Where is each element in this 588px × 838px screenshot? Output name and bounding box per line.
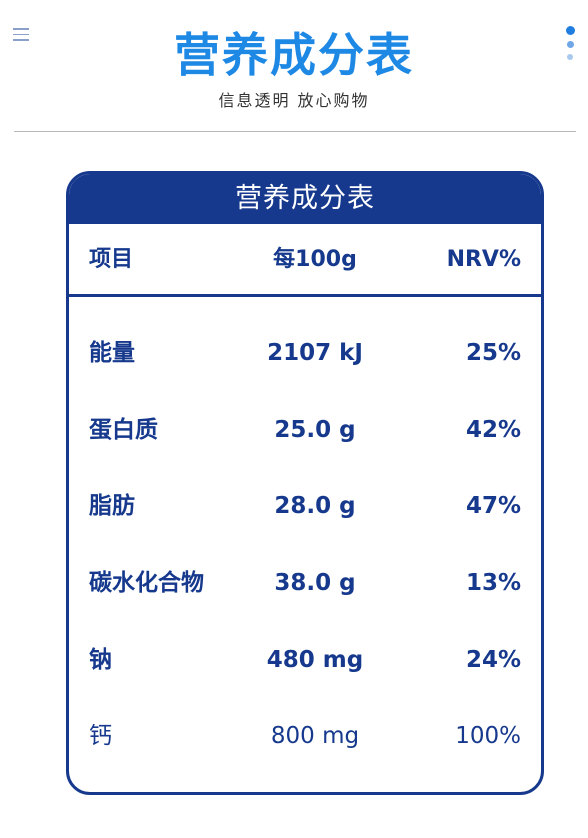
nutrition-table: 营养成分表 项目 每100g NRV% 能量 2107 kJ 25% 蛋白质 2… <box>66 171 544 795</box>
row-name: 蛋白质 <box>89 417 158 443</box>
row-nrv: 13% <box>465 570 521 596</box>
dot <box>565 26 575 35</box>
table-title: 营养成分表 <box>69 174 541 224</box>
column-header-nrv: NRV% <box>446 247 521 272</box>
row-amount: 38.0 g <box>274 570 356 596</box>
row-nrv: 100% <box>455 723 521 749</box>
menu-line <box>13 39 29 41</box>
page-subtitle: 信息透明 放心购物 <box>218 91 370 110</box>
dot <box>567 54 573 60</box>
row-nrv: 24% <box>465 647 521 673</box>
row-nrv: 47% <box>465 493 521 519</box>
table-row: 钙 800 mg 100% <box>69 716 541 756</box>
column-header-row: 项目 每100g NRV% <box>69 240 541 280</box>
column-header-per100g: 每100g <box>273 247 357 272</box>
row-nrv: 42% <box>465 417 521 443</box>
row-amount: 25.0 g <box>274 417 356 443</box>
row-amount: 2107 kJ <box>267 340 363 366</box>
row-name: 碳水化合物 <box>89 570 204 596</box>
table-row: 碳水化合物 38.0 g 13% <box>69 563 541 603</box>
table-row: 脂肪 28.0 g 47% <box>69 486 541 526</box>
row-amount: 800 mg <box>270 723 360 749</box>
row-amount: 28.0 g <box>274 493 356 519</box>
menu-line <box>13 33 29 35</box>
row-name: 钙 <box>89 723 112 749</box>
dot <box>566 41 574 48</box>
table-row: 钠 480 mg 24% <box>69 640 541 680</box>
column-header-item: 项目 <box>89 247 134 272</box>
header-divider <box>14 131 576 132</box>
column-header-divider <box>69 294 541 297</box>
menu-line <box>13 28 29 30</box>
row-name: 能量 <box>89 340 135 366</box>
table-row: 蛋白质 25.0 g 42% <box>69 410 541 450</box>
row-name: 钠 <box>89 647 112 673</box>
menu-icon[interactable] <box>13 28 29 42</box>
table-row: 能量 2107 kJ 25% <box>69 333 541 373</box>
row-nrv: 25% <box>465 340 521 366</box>
row-name: 脂肪 <box>89 493 135 519</box>
vertical-dots-icon[interactable] <box>565 26 575 62</box>
row-amount: 480 mg <box>266 647 364 673</box>
page-title: 营养成分表 <box>174 28 414 82</box>
